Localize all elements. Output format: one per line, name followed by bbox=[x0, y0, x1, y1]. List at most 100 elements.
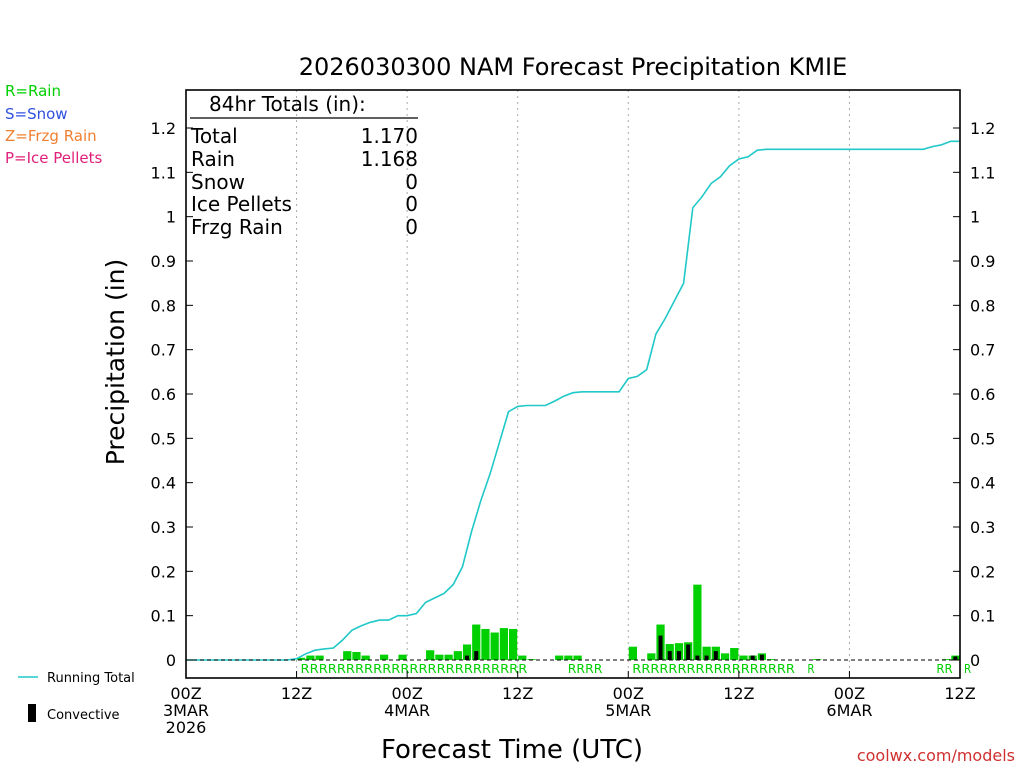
precip-bar-28 bbox=[444, 654, 453, 660]
ptype-run-0: RRRRRRRRRRRRRRRRRRRRRRRRR bbox=[301, 662, 528, 676]
convective-legend-swatch bbox=[28, 704, 36, 722]
y-tick-label-left-9: 0.9 bbox=[151, 252, 176, 271]
x-tick-label-7-0: 12Z bbox=[944, 684, 975, 703]
convective-layer bbox=[465, 635, 958, 660]
y-tick-label-left-7: 0.7 bbox=[151, 341, 176, 360]
precip-bar-19 bbox=[361, 655, 370, 660]
legend-rain: R=Rain bbox=[5, 82, 61, 100]
x-tick-label-2-1: 4MAR bbox=[384, 701, 430, 720]
precip-bar-27 bbox=[435, 654, 444, 660]
y-tick-label-left-1: 0.1 bbox=[151, 607, 176, 626]
precip-bar-34 bbox=[499, 628, 508, 660]
precip-bar-18 bbox=[352, 652, 361, 660]
running-total-legend-label: Running Total bbox=[47, 671, 135, 686]
y-tick-label-right-12: 1.2 bbox=[970, 119, 995, 138]
totals-heading: 84hr Totals (in): bbox=[209, 92, 366, 116]
y-tick-label-right-11: 1.1 bbox=[970, 163, 995, 182]
convective-bar-83 bbox=[953, 656, 958, 660]
precip-bar-12 bbox=[297, 657, 306, 660]
totals-value-snow: 0 bbox=[405, 170, 418, 194]
y-axis-right: 0 0.1 0.2 0.3 0.4 0.5 0.6 0.7 0.8 0.9 1 1.1 1.2 bbox=[953, 119, 995, 670]
precip-bar-40 bbox=[555, 655, 564, 660]
ptype-run-2: RRRRRRRRRRRRRRRRRR bbox=[632, 662, 795, 676]
convective-bar-53 bbox=[676, 651, 681, 660]
precip-bar-14 bbox=[315, 655, 324, 660]
convective-bar-31 bbox=[474, 651, 479, 660]
precip-bar-42 bbox=[573, 655, 582, 660]
y-tick-label-left-2: 0.2 bbox=[151, 562, 176, 581]
y-tick-label-left-4: 0.4 bbox=[151, 474, 176, 493]
y-tick-label-left-6: 0.6 bbox=[151, 385, 176, 404]
y-tick-label-left-5: 0.5 bbox=[151, 429, 176, 448]
y-tick-label-left-11: 1.1 bbox=[151, 163, 176, 182]
precip-bar-17 bbox=[343, 651, 352, 660]
y-tick-label-right-6: 0.6 bbox=[970, 385, 995, 404]
precip-bar-33 bbox=[490, 632, 499, 660]
precip-bar-36 bbox=[518, 655, 527, 660]
y-tick-label-right-3: 0.3 bbox=[970, 518, 995, 537]
y-tick-label-left-8: 0.8 bbox=[151, 296, 176, 315]
y-tick-label-left-10: 1 bbox=[166, 208, 176, 227]
precip-bar-60 bbox=[739, 655, 748, 660]
grid-lines bbox=[296, 90, 850, 678]
y-tick-label-right-9: 0.9 bbox=[970, 252, 995, 271]
precip-bar-50 bbox=[647, 653, 656, 660]
totals-label-rain: Rain bbox=[191, 147, 235, 171]
x-tick-label-0-1: 3MAR bbox=[163, 701, 209, 720]
y-tick-label-left-3: 0.3 bbox=[151, 518, 176, 537]
y-axis-left: 0 0.1 0.2 0.3 0.4 0.5 0.6 0.7 0.8 0.9 1 1.1 1.2 bbox=[151, 119, 193, 670]
precip-bar-82 bbox=[942, 659, 951, 660]
convective-bar-56 bbox=[704, 655, 709, 660]
precip-bar-41 bbox=[564, 655, 573, 660]
x-tick-label-0-0: 00Z bbox=[170, 684, 201, 703]
y-tick-label-left-0: 0 bbox=[166, 651, 176, 670]
totals-label-total: Total bbox=[190, 124, 238, 148]
y-tick-label-right-8: 0.8 bbox=[970, 296, 995, 315]
precip-bar-26 bbox=[426, 650, 435, 660]
convective-bar-30 bbox=[465, 655, 470, 660]
convective-bar-52 bbox=[667, 651, 672, 660]
precip-bar-59 bbox=[730, 648, 739, 660]
totals-value-rain: 1.168 bbox=[361, 147, 418, 171]
precip-bar-29 bbox=[453, 651, 462, 660]
totals-value-ice-pellets: 0 bbox=[405, 192, 418, 216]
precip-bar-58 bbox=[720, 653, 730, 660]
y-tick-label-right-5: 0.5 bbox=[970, 429, 995, 448]
precip-bar-21 bbox=[380, 654, 389, 660]
y-tick-label-right-1: 0.1 bbox=[970, 607, 995, 626]
ptype-row: RRRRRRRRRRRRRRRRRRRRRRRRR RRRR RRRRRRRRRRR… bbox=[301, 662, 972, 676]
y-tick-label-right-10: 1 bbox=[970, 208, 980, 227]
x-tick-label-0-2: 2026 bbox=[166, 718, 207, 737]
convective-bar-62 bbox=[759, 654, 764, 660]
x-tick-label-4-1: 5MAR bbox=[605, 701, 651, 720]
y-tick-label-right-7: 0.7 bbox=[970, 341, 995, 360]
totals-value-total: 1.170 bbox=[361, 124, 418, 148]
precip-bar-48 bbox=[628, 646, 637, 660]
ptype-run-5: R bbox=[964, 662, 971, 676]
y-tick-label-right-4: 0.4 bbox=[970, 474, 995, 493]
totals-box: 84hr Totals (in): Total 1.170 Rain 1.168… bbox=[190, 92, 418, 239]
source-watermark: coolwx.com/models bbox=[857, 746, 1015, 765]
x-tick-label-5-0: 12Z bbox=[723, 684, 754, 703]
chart-title: 2026030300 NAM Forecast Precipitation KM… bbox=[299, 53, 848, 81]
x-axis-title: Forecast Time (UTC) bbox=[381, 735, 643, 765]
y-axis-title: Precipitation (in) bbox=[101, 259, 130, 466]
convective-bar-54 bbox=[686, 644, 691, 660]
ptype-run-1: RRRR bbox=[568, 662, 603, 676]
x-tick-label-6-1: 6MAR bbox=[826, 701, 872, 720]
precip-bar-13 bbox=[306, 655, 315, 660]
ptype-run-3: R bbox=[807, 662, 814, 676]
precip-bar-31 bbox=[472, 624, 481, 660]
convective-bar-57 bbox=[713, 651, 718, 660]
convective-bar-55 bbox=[695, 655, 700, 660]
precip-bar-35 bbox=[509, 628, 518, 660]
precip-bar-30 bbox=[462, 644, 472, 660]
precip-bar-23 bbox=[398, 654, 407, 660]
totals-label-frzg-rain: Frzg Rain bbox=[191, 215, 283, 239]
precip-bar-56 bbox=[702, 646, 711, 660]
y-tick-label-right-2: 0.2 bbox=[970, 562, 995, 581]
precip-bar-32 bbox=[481, 628, 490, 660]
legend-freezing-rain: Z=Frzg Rain bbox=[5, 127, 97, 145]
